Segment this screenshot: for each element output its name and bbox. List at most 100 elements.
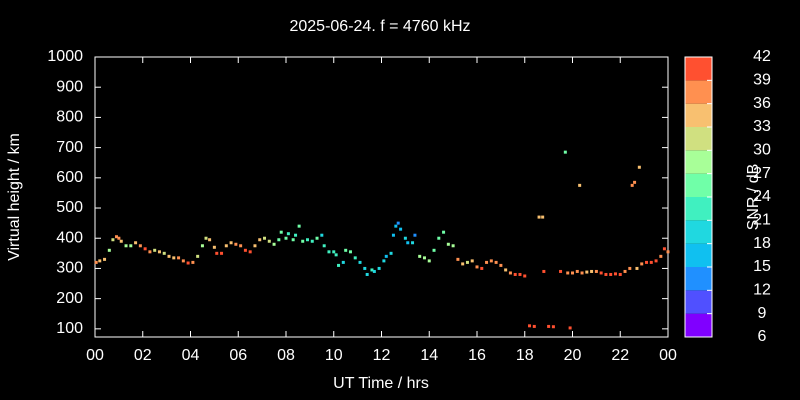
data-point: [465, 260, 469, 264]
data-point: [551, 325, 555, 329]
data-point: [475, 265, 479, 269]
data-point: [320, 233, 324, 237]
data-point: [654, 259, 658, 263]
y-tick-label: 700: [56, 139, 83, 156]
colorbar-tick-label: 6: [758, 328, 767, 345]
colorbar-band: [685, 243, 712, 267]
data-point: [604, 272, 608, 276]
data-point: [571, 271, 574, 275]
colorbar-band: [685, 197, 712, 221]
y-tick-label: 500: [56, 199, 83, 216]
data-point: [559, 269, 563, 273]
data-point: [590, 269, 594, 273]
y-tick-label: 900: [56, 78, 83, 95]
data-point: [637, 165, 641, 169]
data-point: [234, 242, 238, 246]
data-point: [456, 257, 460, 261]
data-point: [204, 236, 208, 240]
data-point: [148, 250, 152, 254]
data-point: [649, 260, 653, 264]
data-point: [277, 238, 281, 242]
data-point: [117, 236, 121, 240]
data-point: [382, 259, 386, 263]
x-tick-label: 06: [229, 347, 247, 364]
data-point: [578, 183, 582, 187]
data-point: [377, 266, 381, 270]
data-point: [523, 274, 527, 278]
data-point: [372, 269, 376, 273]
data-point: [191, 260, 195, 264]
colorbar-band: [685, 57, 712, 81]
data-point: [528, 324, 532, 328]
colorbar-band: [685, 173, 712, 197]
data-point: [547, 324, 551, 328]
data-point: [186, 261, 190, 265]
data-point: [279, 230, 283, 234]
data-point: [181, 259, 185, 263]
colorbar-tick-label: 36: [753, 95, 771, 112]
colorbar-tick-label: 30: [753, 142, 771, 159]
data-point: [172, 256, 176, 260]
data-point: [229, 241, 233, 245]
data-point: [248, 250, 252, 254]
data-point: [337, 263, 341, 267]
data-point: [124, 244, 128, 248]
data-point: [119, 239, 123, 243]
data-point: [568, 326, 572, 330]
colorbar-tick-label: 18: [753, 235, 771, 252]
data-point: [580, 271, 584, 275]
colorbar-tick-label: 39: [753, 72, 771, 89]
x-tick-label: 18: [516, 347, 534, 364]
data-point: [294, 233, 298, 237]
data-point: [470, 259, 474, 263]
data-point: [485, 260, 489, 264]
data-point: [406, 241, 410, 245]
data-point: [267, 239, 271, 243]
data-point: [111, 238, 115, 242]
colorbar-tick-label: 27: [753, 165, 771, 182]
colorbar-band: [685, 127, 712, 151]
data-point: [613, 272, 617, 276]
x-tick-label: 00: [659, 347, 677, 364]
data-point: [94, 260, 98, 264]
data-point: [427, 259, 431, 263]
data-point: [370, 268, 374, 272]
data-point: [353, 256, 357, 260]
y-tick-label: 800: [56, 109, 83, 126]
data-point: [286, 232, 290, 236]
data-point: [341, 260, 345, 264]
data-point: [630, 183, 634, 187]
data-point: [284, 236, 288, 240]
data-point: [504, 268, 508, 272]
colorbar-tick-label: 21: [753, 212, 771, 229]
data-point: [258, 238, 262, 242]
data-point: [215, 251, 219, 255]
data-point: [348, 250, 352, 254]
x-tick-label: 10: [325, 347, 343, 364]
data-point: [494, 260, 498, 264]
data-point: [499, 263, 503, 267]
data-point: [489, 259, 493, 263]
data-point: [272, 242, 276, 246]
colorbar-band: [685, 290, 712, 314]
data-point: [618, 272, 622, 276]
data-point: [633, 180, 637, 184]
x-tick-label: 12: [373, 347, 391, 364]
data-point: [167, 254, 171, 258]
data-point: [134, 241, 138, 245]
data-point: [446, 242, 450, 246]
data-point: [384, 254, 388, 258]
data-point: [541, 215, 545, 219]
colorbar-band: [685, 80, 712, 104]
data-point: [645, 260, 649, 264]
data-point: [143, 247, 147, 251]
data-point: [609, 272, 613, 276]
data-point: [200, 244, 204, 248]
plot-frame: [94, 56, 669, 338]
data-point: [418, 254, 422, 258]
data-point: [437, 236, 441, 240]
data-point: [327, 250, 331, 254]
colorbar-tick-label: 24: [753, 188, 771, 205]
data-point: [623, 269, 627, 273]
